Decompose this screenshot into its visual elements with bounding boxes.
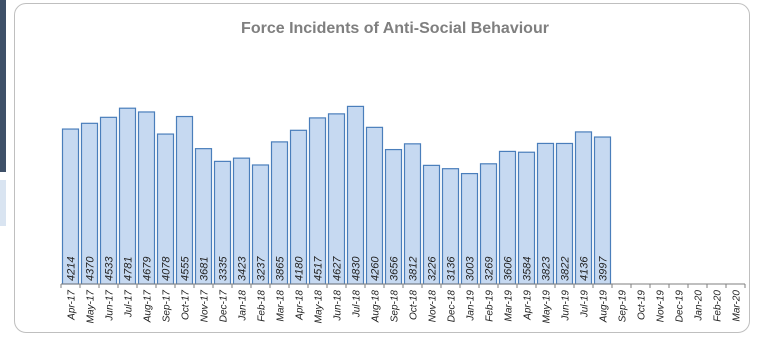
x-tick-label-Aug-19: Aug-19 (599, 290, 610, 324)
data-label-May-18: 4517 (313, 256, 325, 281)
data-label-Oct-17: 4555 (180, 256, 192, 281)
data-label-Jun-17: 4533 (104, 256, 116, 281)
x-tick-label-Jun-19: Jun-19 (561, 290, 572, 322)
data-label-Dec-17: 3335 (218, 256, 230, 281)
x-tick-label-Apr-19: Apr-19 (523, 290, 534, 321)
chart-title: Force Incidents of Anti-Social Behaviour (241, 20, 549, 37)
data-label-Jun-19: 3822 (560, 257, 572, 281)
data-label-Apr-18: 4180 (294, 256, 306, 281)
data-label-Feb-18: 3237 (256, 256, 268, 281)
x-tick-label-Dec-17: Dec-17 (219, 290, 230, 323)
x-tick-label-Aug-17: Aug-17 (143, 290, 154, 324)
data-label-Jul-17: 4781 (123, 257, 135, 281)
x-tick-label-Mar-20: Mar-20 (732, 290, 743, 322)
data-label-Feb-19: 3269 (484, 257, 496, 281)
data-label-Sep-18: 3656 (389, 256, 401, 281)
x-tick-label-Sep-17: Sep-17 (162, 290, 173, 323)
data-label-Aug-19: 3997 (598, 256, 610, 281)
x-tick-label-Jan-19: Jan-19 (466, 290, 477, 322)
data-label-Jul-18: 4830 (351, 256, 363, 281)
data-label-group: 4214 4370 4533 4781 4679 4078 4555 3681 3335 3423… (66, 256, 610, 281)
x-tick-label-Jan-20: Jan-20 (694, 290, 705, 322)
x-tick-label-Dec-19: Dec-19 (675, 290, 686, 323)
x-tick-label-Feb-18: Feb-18 (257, 290, 268, 322)
data-label-Jan-19: 3003 (465, 256, 477, 281)
x-tick-label-Sep-19: Sep-19 (618, 290, 629, 323)
x-tick-label-group: Apr-17 May-17 Jun-17 Jul-17 Aug-17 Sep-17 Oct-… (67, 290, 743, 324)
x-tick-label-Aug-18: Aug-18 (371, 290, 382, 324)
x-tick-label-Dec-18: Dec-18 (447, 290, 458, 323)
data-label-Apr-19: 3584 (522, 257, 534, 281)
data-label-Jan-18: 3423 (237, 256, 249, 281)
tick-group (60, 284, 746, 288)
x-tick-label-Sep-18: Sep-18 (390, 290, 401, 323)
data-label-Mar-19: 3606 (503, 256, 515, 281)
x-tick-label-Nov-19: Nov-19 (656, 290, 667, 323)
data-label-Jul-19: 4136 (579, 256, 591, 281)
x-tick-label-Jun-18: Jun-18 (333, 290, 344, 322)
left-panel-dark-strip (0, 0, 6, 172)
x-tick-label-Jun-17: Jun-17 (105, 290, 116, 322)
data-label-Sep-17: 4078 (161, 256, 173, 281)
left-panel-light-strip (0, 180, 6, 226)
x-tick-label-Feb-20: Feb-20 (713, 290, 724, 322)
data-label-Jun-18: 4627 (332, 256, 344, 281)
data-label-Oct-18: 3812 (408, 257, 420, 281)
data-label-Aug-18: 4260 (370, 256, 382, 281)
x-tick-label-Jul-18: Jul-18 (352, 290, 363, 319)
x-tick-label-Jan-18: Jan-18 (238, 290, 249, 322)
data-label-May-17: 4370 (85, 256, 97, 281)
x-tick-label-Jul-19: Jul-19 (580, 290, 591, 319)
x-tick-label-Nov-17: Nov-17 (200, 290, 211, 323)
data-label-May-19: 3823 (541, 256, 553, 281)
x-tick-label-May-17: May-17 (86, 290, 97, 324)
x-tick-label-Mar-18: Mar-18 (276, 290, 287, 322)
x-tick-label-Oct-19: Oct-19 (637, 290, 648, 320)
data-label-Mar-18: 3865 (275, 256, 287, 281)
data-label-Apr-17: 4214 (66, 257, 78, 281)
x-tick-label-Mar-19: Mar-19 (504, 290, 515, 322)
x-tick-label-Oct-17: Oct-17 (181, 290, 192, 320)
data-label-Nov-17: 3681 (199, 257, 211, 281)
x-tick-label-Apr-18: Apr-18 (295, 290, 306, 321)
x-tick-label-Feb-19: Feb-19 (485, 290, 496, 322)
x-tick-label-May-19: May-19 (542, 290, 553, 324)
data-label-Dec-18: 3136 (446, 256, 458, 281)
x-tick-label-Apr-17: Apr-17 (67, 290, 78, 321)
x-tick-label-Oct-18: Oct-18 (409, 290, 420, 320)
data-label-Aug-17: 4679 (142, 257, 154, 281)
x-tick-label-Jul-17: Jul-17 (124, 290, 135, 319)
x-tick-label-May-18: May-18 (314, 290, 325, 324)
x-tick-label-Nov-18: Nov-18 (428, 290, 439, 323)
data-label-Nov-18: 3226 (427, 256, 439, 281)
